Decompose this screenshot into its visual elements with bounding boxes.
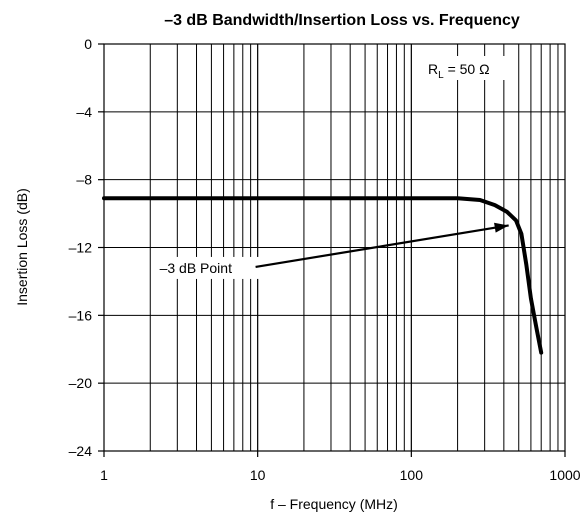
y-tick-label: –20 bbox=[69, 375, 93, 391]
insertion-loss-curve bbox=[102, 196, 544, 355]
series-layer bbox=[102, 196, 544, 355]
grid-lines bbox=[104, 44, 565, 451]
x-axis-ticks: 1 10 100 1000 bbox=[100, 451, 581, 483]
legend-rest: = 50 Ω bbox=[444, 61, 490, 77]
chart-title: –3 dB Bandwidth/Insertion Loss vs. Frequ… bbox=[164, 12, 520, 29]
x-tick-label: 10 bbox=[250, 467, 266, 483]
y-tick-label: –12 bbox=[69, 240, 93, 256]
annotation-layer: –3 dB Point bbox=[155, 222, 509, 279]
annotation-backdrop bbox=[155, 256, 260, 279]
annotation-text: –3 dB Point bbox=[160, 260, 232, 276]
x-axis-label: f – Frequency (MHz) bbox=[270, 496, 398, 512]
x-tick-label: 1 bbox=[100, 467, 108, 483]
x-tick-label: 100 bbox=[400, 467, 424, 483]
legend-sub: L bbox=[438, 70, 444, 81]
legend-r: R bbox=[428, 61, 438, 77]
legend-box bbox=[423, 56, 515, 80]
y-tick-label: –16 bbox=[69, 307, 93, 323]
annotation-arrow bbox=[255, 224, 509, 269]
y-axis-label: Insertion Loss (dB) bbox=[14, 188, 30, 306]
annotation-arrowhead bbox=[494, 222, 509, 233]
y-tick-label: –8 bbox=[76, 172, 92, 188]
y-tick-label: 0 bbox=[84, 36, 92, 52]
y-tick-label: –4 bbox=[76, 104, 92, 120]
y-tick-label: –24 bbox=[69, 443, 93, 459]
load-resistance-legend: RL = 50 Ω bbox=[423, 56, 515, 81]
legend-text: RL = 50 Ω bbox=[428, 61, 490, 81]
y-axis-ticks: 0 –4 –8 –12 –16 –20 –24 bbox=[69, 36, 104, 459]
x-tick-label: 1000 bbox=[549, 467, 580, 483]
